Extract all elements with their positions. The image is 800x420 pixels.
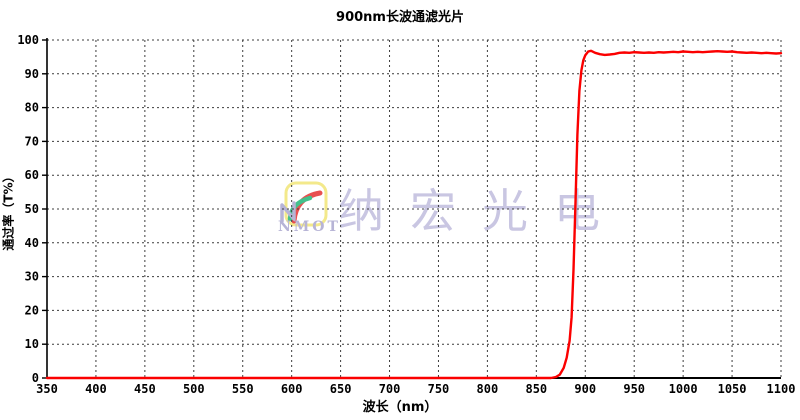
y-tick-label: 50 <box>25 202 39 216</box>
y-tick-label: 80 <box>25 101 39 115</box>
x-axis-label: 波长（nm） <box>362 400 438 415</box>
x-tick-label: 650 <box>330 382 352 396</box>
x-tick-label: 350 <box>36 382 58 396</box>
x-tick-label: 450 <box>134 382 156 396</box>
x-tick-label: 1000 <box>669 382 698 396</box>
y-tick-label: 40 <box>25 236 39 250</box>
y-axis-label: 通过率（T%） <box>1 170 16 251</box>
x-tick-label: 700 <box>379 382 401 396</box>
x-tick-label: 500 <box>183 382 205 396</box>
gridlines <box>47 39 782 378</box>
y-tick-label: 60 <box>25 168 39 182</box>
chart-title: 900nm长波通滤光片 <box>336 10 464 25</box>
y-tick-label: 90 <box>25 67 39 81</box>
axes <box>42 38 781 379</box>
y-tick-label: 30 <box>25 270 39 284</box>
x-tick-label: 1050 <box>718 382 747 396</box>
y-tick-label: 100 <box>17 33 39 47</box>
x-tick-label: 750 <box>428 382 450 396</box>
x-tick-label: 550 <box>232 382 254 396</box>
transmittance-line <box>45 49 783 380</box>
x-tick-label: 950 <box>623 382 645 396</box>
y-tick-label: 10 <box>25 337 39 351</box>
x-tick-label: 400 <box>85 382 107 396</box>
x-tick-label: 850 <box>525 382 547 396</box>
y-tick-label: 0 <box>32 371 39 385</box>
transmittance-curve <box>45 49 783 380</box>
tick-labels: 350 400 450 500 550 600 650 700 750 800 850 900 950 1… <box>17 33 795 396</box>
y-tick-label: 20 <box>25 303 39 317</box>
x-tick-label: 1100 <box>767 382 796 396</box>
x-tick-label: 600 <box>281 382 303 396</box>
x-tick-label: 900 <box>574 382 596 396</box>
x-tick-label: 800 <box>477 382 499 396</box>
y-tick-label: 70 <box>25 134 39 148</box>
